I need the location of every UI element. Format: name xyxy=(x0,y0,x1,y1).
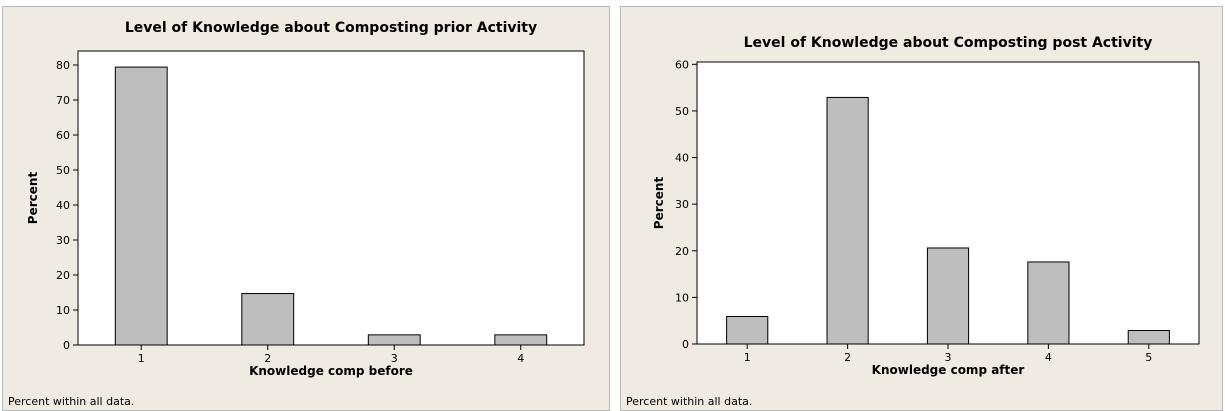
after-bar xyxy=(926,247,970,345)
chart-panel-after: Level of Knowledge about Composting post… xyxy=(620,6,1223,411)
after-x-tick-label: 1 xyxy=(744,351,751,364)
after-y-tick-label: 10 xyxy=(675,291,689,304)
after-bar xyxy=(826,96,869,345)
before-y-tick-label: 20 xyxy=(56,269,70,282)
after-y-tick-label: 0 xyxy=(682,338,689,351)
before-y-tick-label: 40 xyxy=(56,199,70,212)
before-y-tick-label: 70 xyxy=(56,94,70,107)
before-y-tick-label: 50 xyxy=(56,164,70,177)
before-title: Level of Knowledge about Composting prio… xyxy=(125,20,537,36)
after-y-tick-label: 50 xyxy=(675,105,689,118)
after-y-tick-label: 30 xyxy=(675,198,689,211)
before-x-tick-label: 2 xyxy=(264,352,271,365)
before-bar xyxy=(114,66,168,346)
chart-panel-before: Level of Knowledge about Composting prio… xyxy=(2,6,610,411)
after-bar xyxy=(1127,329,1170,345)
footnote-after: Percent within all data. xyxy=(626,395,753,408)
before-x-axis-label: Knowledge comp before xyxy=(249,364,413,378)
before-y-tick-label: 10 xyxy=(56,304,70,317)
before-x-tick-label: 4 xyxy=(517,352,524,365)
before-bar xyxy=(241,293,295,346)
after-y-axis-label: Percent xyxy=(652,177,666,230)
before-x-tick-label: 1 xyxy=(138,352,145,365)
after-x-tick-label: 5 xyxy=(1145,351,1152,364)
before-bar xyxy=(367,334,421,346)
before-y-tick-label: 30 xyxy=(56,234,70,247)
chart-before-svg: Level of Knowledge about Composting prio… xyxy=(26,20,585,378)
before-y-axis-label: Percent xyxy=(26,172,40,225)
after-bar xyxy=(726,315,769,345)
after-y-tick-label: 60 xyxy=(675,58,689,71)
before-x-tick-label: 3 xyxy=(391,352,398,365)
after-x-tick-label: 4 xyxy=(1045,351,1052,364)
after-title: Level of Knowledge about Composting post… xyxy=(744,35,1153,51)
after-x-axis-label: Knowledge comp after xyxy=(872,363,1025,377)
after-y-tick-label: 40 xyxy=(675,152,689,165)
footnote-before: Percent within all data. xyxy=(8,395,135,408)
before-bar xyxy=(494,334,548,346)
after-y-tick-label: 20 xyxy=(675,245,689,258)
before-y-tick-label: 0 xyxy=(63,339,70,352)
after-bar xyxy=(1027,261,1070,345)
before-y-tick-label: 60 xyxy=(56,129,70,142)
after-x-tick-label: 3 xyxy=(945,351,952,364)
after-x-tick-label: 2 xyxy=(844,351,851,364)
chart-after-svg: Level of Knowledge about Composting post… xyxy=(652,35,1200,377)
before-y-tick-label: 80 xyxy=(56,59,70,72)
